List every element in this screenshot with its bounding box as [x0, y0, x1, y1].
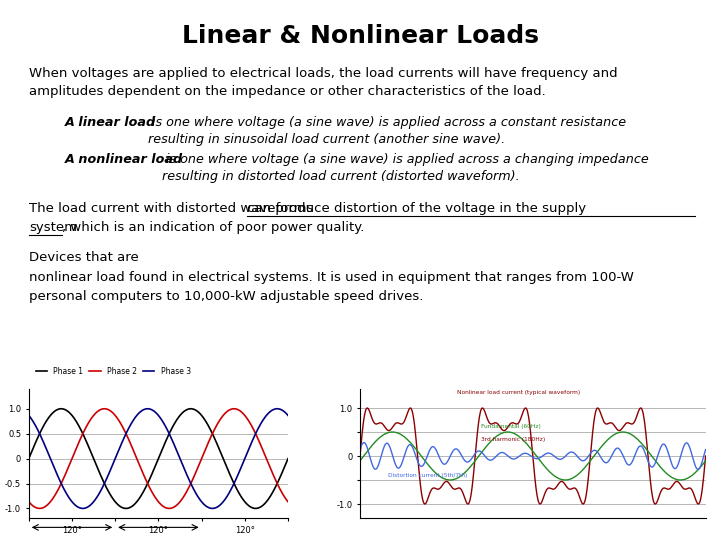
- Text: nonlinear load found in electrical systems. It is used in equipment that ranges : nonlinear load found in electrical syste…: [29, 271, 634, 284]
- Text: Linear & Nonlinear Loads: Linear & Nonlinear Loads: [181, 24, 539, 48]
- Text: can produce distortion of the voltage in the supply: can produce distortion of the voltage in…: [247, 202, 586, 215]
- Text: A nonlinear load: A nonlinear load: [65, 153, 183, 166]
- Text: system: system: [29, 221, 77, 234]
- Text: Distortion current (5th/7th): Distortion current (5th/7th): [387, 473, 467, 478]
- Text: is one where voltage (a sine wave) is applied across a changing impedance
result: is one where voltage (a sine wave) is ap…: [162, 153, 649, 184]
- Text: Nonlinear load current (typical waveform): Nonlinear load current (typical waveform…: [456, 390, 580, 395]
- Text: The load current with distorted waveforms: The load current with distorted waveform…: [29, 202, 318, 215]
- Text: 3rd harmonic (180Hz): 3rd harmonic (180Hz): [481, 437, 545, 442]
- Text: Devices that are: Devices that are: [29, 251, 143, 264]
- Text: , which is an indication of poor power quality.: , which is an indication of poor power q…: [62, 221, 364, 234]
- Text: Fundamental (60Hz): Fundamental (60Hz): [481, 424, 541, 429]
- Text: A linear load: A linear load: [65, 116, 156, 129]
- Text: When voltages are applied to electrical loads, the load currents will have frequ: When voltages are applied to electrical …: [29, 68, 618, 98]
- Legend: Phase 1, Phase 2, Phase 3: Phase 1, Phase 2, Phase 3: [32, 364, 194, 379]
- Text: personal computers to 10,000-kW adjustable speed drives.: personal computers to 10,000-kW adjustab…: [29, 290, 423, 303]
- Text: is one where voltage (a sine wave) is applied across a constant resistance
resul: is one where voltage (a sine wave) is ap…: [148, 116, 626, 146]
